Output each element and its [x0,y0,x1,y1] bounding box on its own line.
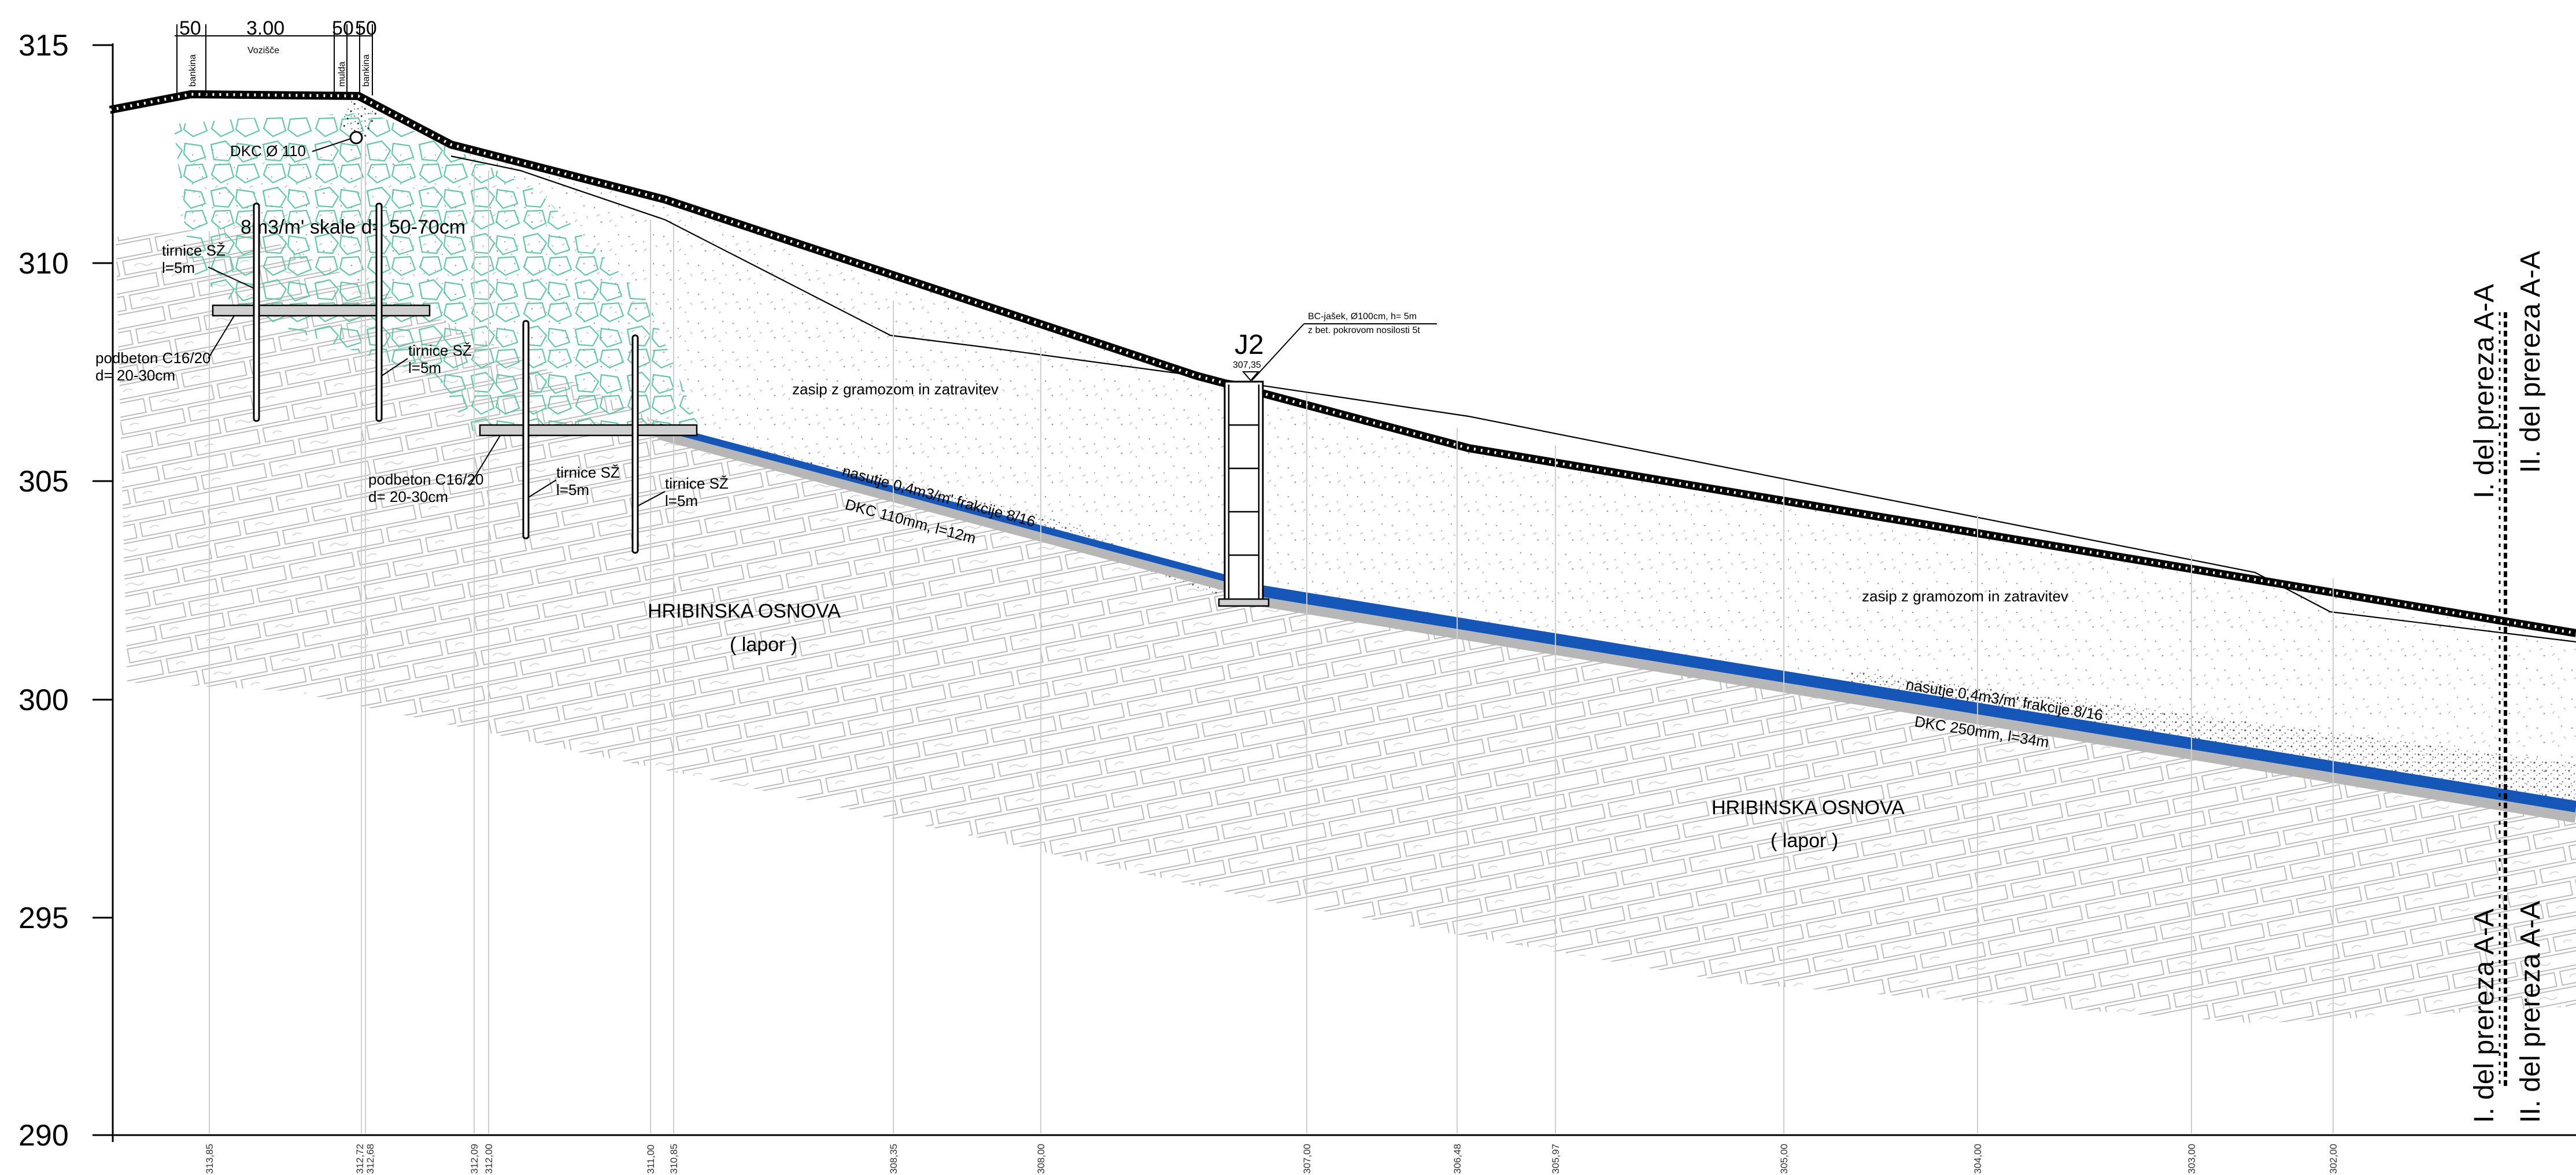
j2-elevation-marker [1241,371,1260,382]
drain-pipe-1-shadow [657,426,1228,591]
station-label: 305,97 [1550,1144,1561,1174]
leader-podbeton-2 [469,435,501,486]
leader-tirnice-3 [528,479,557,498]
label-hribinska-1: HRIBINSKA OSNOVA [648,600,841,622]
station-label: 308,00 [1036,1144,1047,1174]
label-bankina-right: bankina [361,54,371,87]
label-tirnice-4a: tirnice SŽ [665,475,729,492]
label-tirnice-4b: l=5m [665,492,698,509]
label-zasip-1: zasip z gramozom in zatravitev [792,380,999,398]
label-tirnice-2a: tirnice SŽ [408,342,472,359]
dim-bankina-right: 50 [355,17,377,39]
rails-group [253,202,639,554]
drain-pipe-2 [1254,584,2576,812]
stone-embankment [173,113,700,431]
label-tirnice-3b: l=5m [556,481,589,498]
label-tirnice-3a: tirnice SŽ [556,464,620,481]
drain-pipe-2-shadow [1253,588,2576,823]
label-j2-elevation: 307,35 [1233,360,1261,370]
station-label: 313,85 [204,1144,215,1174]
label-bankina-left: bankina [188,54,198,87]
station-label: 306,48 [1452,1144,1463,1174]
concrete-beam-upper [212,304,431,317]
leader-bc [1251,323,1304,381]
label-tirnice-2b: l=5m [408,359,441,376]
dim-carriageway: 3.00 [246,17,284,39]
leader-tirnice-1 [208,267,254,289]
label-bc-1: BC-jašek, Ø100cm, h= 5m [1308,312,1417,322]
y-label-310: 310 [19,247,69,280]
dim-bankina-left: 50 [179,17,201,39]
manhole-rungs [1228,385,1260,598]
label-tirnice-1b: l=5m [162,259,195,276]
label-hribinska-2: HRIBINSKA OSNOVA [1712,797,1905,819]
y-label-295: 295 [19,901,69,935]
label-dkc-small: DKC Ø 110 [230,142,306,160]
label-podbeton-1b: d= 20-30cm [95,367,175,384]
station-label: 310,85 [668,1144,679,1174]
station-label: 308,35 [888,1144,899,1174]
road-dimension-chain [175,24,373,95]
label-section-top-2: II. del prereza A-A [2515,251,2546,473]
station-label: 303,00 [2186,1144,2197,1174]
y-label-315: 315 [19,29,69,62]
label-tirnice-1a: tirnice SŽ [162,242,226,259]
label-lapor-2: ( lapor ) [1771,830,1838,852]
leader-tirnice-2 [381,358,408,376]
station-label: 307,00 [1302,1144,1313,1174]
station-label: 302,00 [2328,1144,2339,1174]
original-ground-line [450,155,2576,643]
label-lapor-1: ( lapor ) [730,634,797,656]
manhole-j2 [1224,380,1264,604]
backfill-zone [173,147,2576,807]
label-podbeton-2a: podbeton C16/20 [368,471,484,488]
leader-dkc-small [312,138,351,152]
label-mulda: mulda [337,61,347,87]
label-section-bot-1: I. del prereza A-A [2469,908,2500,1123]
leader-podbeton-1 [208,315,235,359]
leader-tirnice-4 [637,491,666,507]
label-zasip-2: zasip z gramozom in zatravitev [1862,588,2068,605]
label-stone-fill: 8m3/m' skale d= 50-70cm [241,216,465,238]
terrain-hatch [109,93,2576,635]
station-label: 312,72 [354,1144,365,1174]
label-podbeton-2b: d= 20-30cm [368,488,448,505]
road-edge-gravel [339,99,379,138]
rock-foundation [116,226,2576,1023]
label-j2: J2 [1235,330,1264,360]
station-label: 305,00 [1779,1144,1790,1174]
station-label: 312,00 [483,1144,494,1174]
y-label-305: 305 [19,465,69,498]
label-vozisce: Vozišče [247,46,279,56]
dim-mulda: 50 [332,17,354,39]
label-section-top-1: I. del prereza A-A [2469,284,2500,498]
manhole-base [1218,598,1270,607]
station-label: 312,09 [469,1144,480,1174]
station-label: 312,68 [365,1144,376,1174]
label-podbeton-1a: podbeton C16/20 [95,349,211,367]
y-label-290: 290 [19,1119,69,1152]
drain-pipe-1 [658,423,1227,582]
station-label: 304,00 [1972,1144,1983,1174]
station-label: 311,00 [645,1144,656,1174]
concrete-beam-lower [479,424,698,437]
label-bc-2: z bet. pokrovom nosilosti 5t [1308,326,1420,335]
label-section-bot-2: II. del prereza A-A [2515,901,2546,1123]
y-label-300: 300 [19,683,69,717]
